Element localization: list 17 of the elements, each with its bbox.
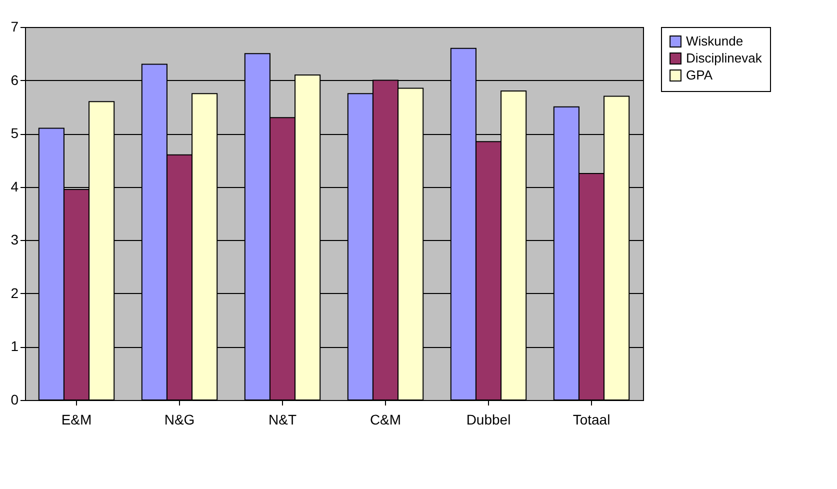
x-tick-label: C&M xyxy=(370,412,402,428)
y-tick-label: 5 xyxy=(10,125,19,142)
x-tick-label: E&M xyxy=(61,412,92,428)
y-tick-label: 0 xyxy=(10,392,19,408)
y-tick-label: 6 xyxy=(10,72,19,88)
y-tick-label: 7 xyxy=(10,18,19,34)
legend-label: Disciplinevak xyxy=(686,50,762,66)
y-tick-label: 4 xyxy=(10,178,19,194)
legend-label: GPA xyxy=(686,68,713,82)
y-tick-label: 2 xyxy=(10,284,19,301)
y-tick-label: 3 xyxy=(10,232,19,248)
x-tick-label: N&T xyxy=(268,412,297,428)
x-tick-label: Totaal xyxy=(572,412,610,428)
x-tick-label: Dubbel xyxy=(466,412,511,428)
legend-label: Wiskunde xyxy=(686,34,744,48)
x-tick-label: N&G xyxy=(164,412,195,428)
y-tick-label: 1 xyxy=(10,338,19,354)
